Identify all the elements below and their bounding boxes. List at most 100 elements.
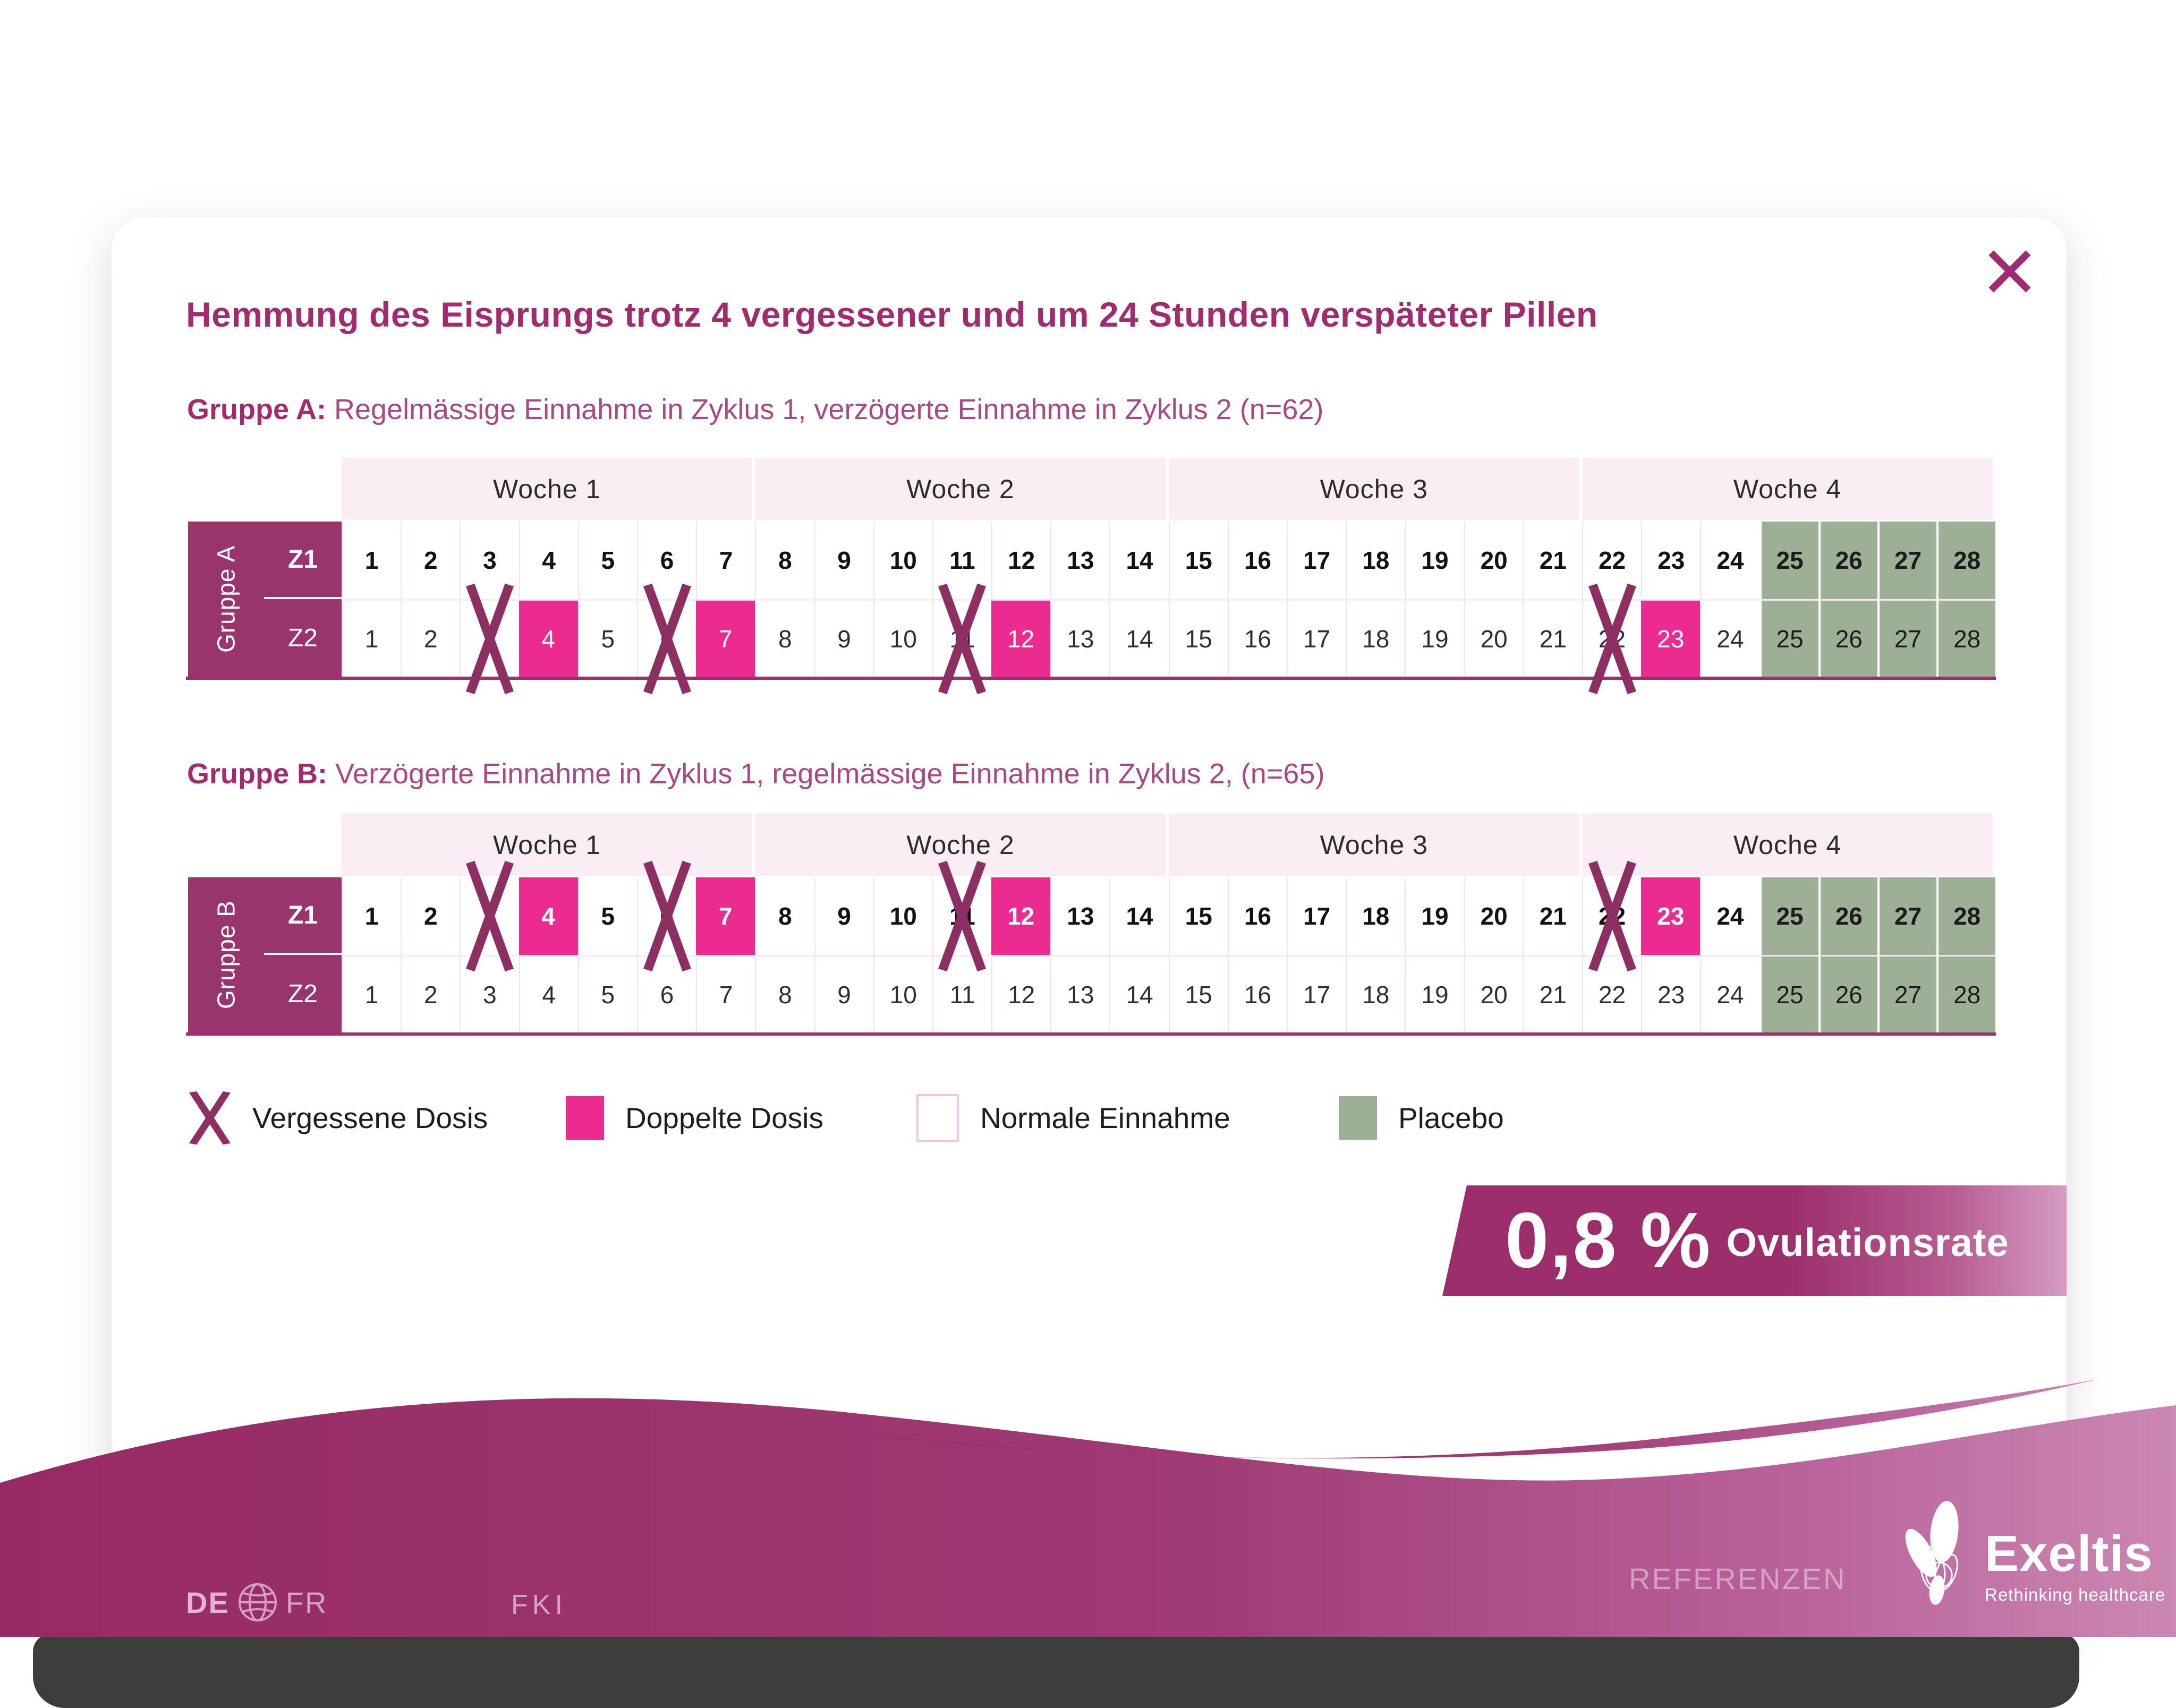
cycle-row-label: Z1 — [264, 522, 342, 599]
legend-item-double: Doppelte Dosis — [566, 1089, 823, 1147]
group-a-heading-text: Regelmässige Einnahme in Zyklus 1, verzö… — [326, 394, 1324, 425]
references-link[interactable]: REFERENZEN — [1629, 1562, 1847, 1595]
day-cell: 28 — [1936, 599, 1996, 677]
group-b-heading: Gruppe B: Verzögerte Einnahme in Zyklus … — [187, 757, 1324, 790]
day-cell: 17 — [1287, 877, 1346, 955]
slide-card: Hemmung des Eisprungs trotz 4 vergessene… — [112, 218, 2067, 1646]
day-cell: 10 — [873, 522, 932, 599]
day-cell: 23 — [1641, 955, 1701, 1032]
day-cell: 16 — [1227, 955, 1287, 1032]
day-cell: 5 — [577, 955, 637, 1032]
day-cell: 7 — [696, 599, 755, 677]
day-cell: 19 — [1405, 877, 1464, 955]
day-cell: 28 — [1936, 877, 1996, 955]
legend-item-placebo: Placebo — [1339, 1089, 1504, 1147]
day-cell: 8 — [755, 955, 814, 1032]
legend: Vergessene Dosis Doppelte Dosis Normale Ei… — [112, 1089, 2067, 1147]
day-cell: 27 — [1877, 955, 1937, 1032]
day-cell: 27 — [1877, 877, 1937, 955]
day-cell: 1 — [342, 877, 401, 955]
day-cell: 25 — [1759, 522, 1818, 599]
brand-name: Exeltis — [1985, 1525, 2153, 1582]
day-cell: 10 — [873, 877, 932, 955]
close-button[interactable] — [1986, 247, 2034, 295]
day-cell: 9 — [814, 955, 873, 1032]
day-cell: 23 — [1641, 877, 1701, 955]
day-cell: 15 — [1168, 599, 1228, 677]
day-cell: 14 — [1109, 877, 1169, 955]
day-cell: 20 — [1464, 877, 1523, 955]
language-de[interactable]: DE — [186, 1585, 230, 1619]
day-cell: 13 — [1050, 522, 1110, 599]
day-cell: 13 — [1050, 955, 1110, 1032]
group-b-heading-text: Verzögerte Einnahme in Zyklus 1, regelmä… — [327, 758, 1325, 790]
day-cell: 7 — [696, 522, 755, 599]
day-cell: 4 — [518, 877, 578, 955]
pill-table-group-a: Woche 1 Woche 2 Woche 3 Woche 4 Gruppe A Z1 1 2… — [186, 458, 1996, 694]
day-cell: 18 — [1346, 522, 1405, 599]
day-cell: 15 — [1168, 877, 1228, 955]
day-cell: 19 — [1405, 522, 1464, 599]
language-switch[interactable]: DE FR — [186, 1582, 327, 1623]
legend-label: Vergessene Dosis — [252, 1101, 488, 1134]
week-header-cell: Woche 3 — [1168, 458, 1582, 522]
day-cell: 19 — [1405, 955, 1464, 1032]
day-cell: 8 — [755, 522, 814, 599]
day-cell: 4 — [518, 599, 578, 677]
normal-swatch — [916, 1094, 959, 1142]
day-cell: 14 — [1109, 599, 1169, 677]
day-cell: 16 — [1227, 522, 1287, 599]
day-cell: 23 — [1641, 599, 1701, 677]
day-cell: 15 — [1168, 522, 1228, 599]
week-header-cell: Woche 4 — [1582, 814, 1996, 877]
day-cell: 24 — [1700, 522, 1760, 599]
legend-item-normal: Normale Einnahme — [916, 1089, 1230, 1147]
legend-label: Normale Einnahme — [980, 1101, 1230, 1134]
day-cell: 2 — [401, 955, 460, 1032]
group-a-heading: Gruppe A: Regelmässige Einnahme in Zyklu… — [187, 393, 1323, 426]
day-cell: 4 — [518, 955, 578, 1032]
exeltis-flower-icon — [1905, 1501, 1959, 1605]
day-cell: 27 — [1877, 522, 1937, 599]
day-cell: 17 — [1287, 955, 1346, 1032]
day-cell: 13 — [1050, 877, 1110, 955]
day-cell: 24 — [1700, 877, 1760, 955]
day-cell: 26 — [1818, 599, 1877, 677]
day-cell: 13 — [1050, 599, 1110, 677]
day-cell: 28 — [1936, 955, 1996, 1032]
day-cell: 15 — [1168, 955, 1228, 1032]
ovulation-rate-banner: 0,8 % Ovulationsrate — [1442, 1185, 2067, 1296]
day-cell: 26 — [1818, 522, 1877, 599]
day-cell: 24 — [1700, 599, 1760, 677]
footer: DE FR FKI REFERENZEN Exeltis Rethinking … — [186, 1501, 2165, 1623]
day-cell: 9 — [814, 877, 873, 955]
language-fr[interactable]: FR — [285, 1585, 328, 1619]
week-header-cell: Woche 2 — [755, 814, 1169, 877]
brand-logo: Exeltis Rethinking healthcare — [1896, 1501, 2165, 1607]
legend-item-missed: Vergessene Dosis — [189, 1089, 488, 1147]
day-cell: 12 — [991, 955, 1051, 1032]
placebo-swatch — [1339, 1096, 1377, 1140]
day-cell: 26 — [1818, 955, 1877, 1032]
legend-label: Doppelte Dosis — [625, 1101, 823, 1134]
day-cell: 24 — [1700, 955, 1760, 1032]
day-cell: 28 — [1936, 522, 1996, 599]
day-cell: 12 — [991, 522, 1051, 599]
day-cell: 17 — [1287, 599, 1346, 677]
day-cell: 25 — [1759, 955, 1818, 1032]
day-cell: 12 — [991, 599, 1051, 677]
missed-dose-cross-icon — [189, 1091, 231, 1145]
day-cell: 21 — [1523, 599, 1582, 677]
day-cell: 18 — [1346, 955, 1405, 1032]
day-cell: 1 — [342, 955, 401, 1032]
day-cell: 12 — [991, 877, 1051, 955]
day-cell: 7 — [696, 877, 755, 955]
legend-label: Placebo — [1398, 1101, 1504, 1134]
double-swatch — [566, 1096, 604, 1140]
day-cell: 23 — [1641, 522, 1701, 599]
fki-link[interactable]: FKI — [511, 1590, 567, 1620]
day-cell: 1 — [342, 599, 401, 677]
day-cell: 8 — [755, 599, 814, 677]
day-cell: 21 — [1523, 877, 1582, 955]
group-b-heading-label: Gruppe B: — [187, 758, 327, 790]
